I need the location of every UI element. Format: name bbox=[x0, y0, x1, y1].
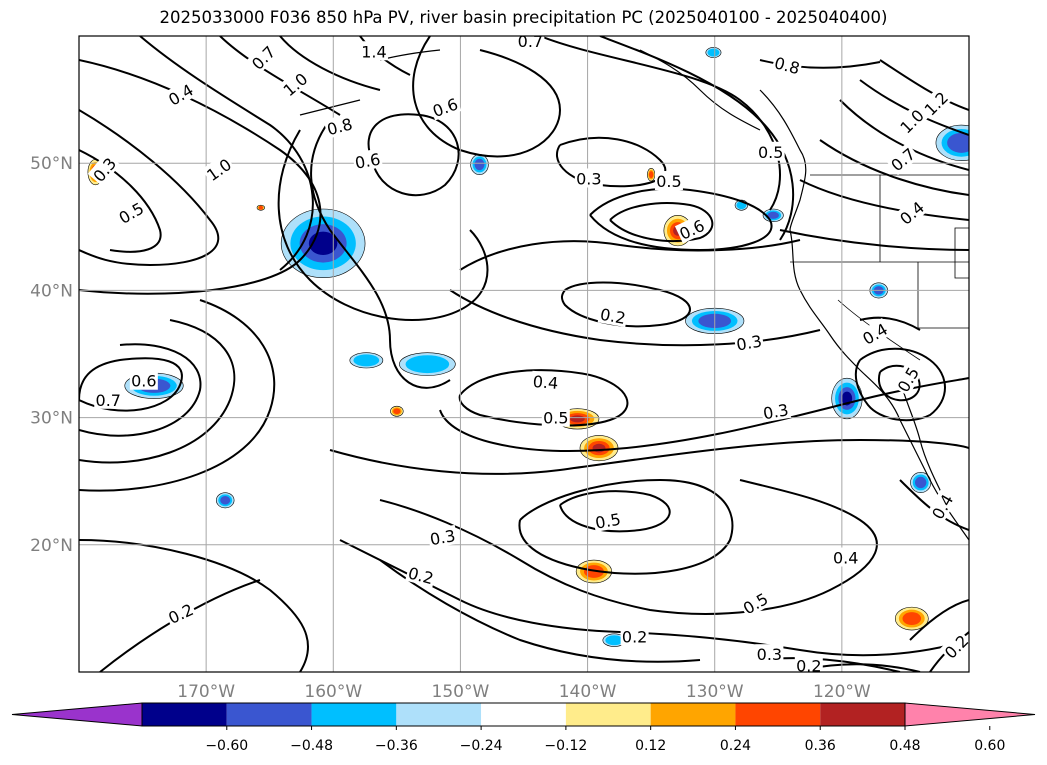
contour-label: 1.4 bbox=[359, 41, 388, 61]
svg-text:0.3: 0.3 bbox=[735, 331, 763, 354]
lon-tick-label: 160°W bbox=[304, 682, 362, 702]
lon-tick-label: 170°W bbox=[177, 682, 235, 702]
svg-text:1.4: 1.4 bbox=[361, 42, 386, 61]
colorbar-swatch bbox=[735, 703, 821, 726]
svg-text:0.5: 0.5 bbox=[656, 172, 681, 191]
colorbar-swatch bbox=[565, 703, 651, 726]
colorbar-tick-label: −0.36 bbox=[375, 738, 418, 754]
colorbar-swatch bbox=[650, 703, 736, 726]
colorbar-tick-label: −0.60 bbox=[205, 738, 248, 754]
contour-label: 0.6 bbox=[129, 370, 158, 391]
contour-label: 0.4 bbox=[530, 370, 561, 393]
precip-anomaly-blob bbox=[647, 167, 656, 182]
page-title: 2025033000 F036 850 hPa PV, river basin … bbox=[159, 8, 888, 27]
precip-anomaly-blob bbox=[349, 352, 384, 369]
precip-anomaly-blob bbox=[399, 352, 456, 376]
contour-label: 0.5 bbox=[592, 508, 624, 533]
svg-text:0.7: 0.7 bbox=[96, 391, 121, 410]
svg-text:0.2: 0.2 bbox=[599, 305, 627, 328]
contour-labels: 0.71.40.71.00.80.4 0.60.81.21.00.6 0.5 0.70… bbox=[87, 32, 969, 676]
svg-text:0.2: 0.2 bbox=[622, 627, 647, 646]
map-frame bbox=[78, 35, 970, 673]
colorbar-tick-label: 0.24 bbox=[720, 738, 751, 754]
svg-text:0.5: 0.5 bbox=[758, 143, 783, 162]
colorbar-extend-low bbox=[11, 702, 143, 727]
colorbar-frame bbox=[141, 702, 906, 727]
svg-text:0.5: 0.5 bbox=[543, 409, 568, 428]
contour-label: 0.3 bbox=[760, 398, 792, 423]
colorbar-swatch bbox=[481, 703, 566, 726]
contour-label: 0.2 bbox=[597, 303, 629, 328]
axis-tick-labels: 50°N 40°N 30°N 20°N 170°W 160°W 150°W 140°W 130°… bbox=[30, 154, 871, 702]
colorbar-swatch bbox=[226, 703, 312, 726]
colorbar-swatch bbox=[142, 703, 227, 726]
precip-anomaly-blob bbox=[831, 377, 863, 420]
precip-anomaly-blob bbox=[579, 435, 619, 462]
precip-anomaly-blob bbox=[280, 208, 366, 278]
state-borders bbox=[790, 174, 969, 361]
precip-anomaly-blob bbox=[470, 153, 489, 175]
contour-label: 0.5 bbox=[654, 171, 683, 191]
pv-contours bbox=[79, 36, 969, 672]
svg-text:0.6: 0.6 bbox=[131, 372, 156, 391]
contour-label: 0.3 bbox=[733, 330, 765, 355]
svg-text:0.4: 0.4 bbox=[833, 549, 858, 568]
contour-label: 0.3 bbox=[574, 168, 603, 188]
precip-anomaly-blob bbox=[216, 492, 235, 509]
map-panel bbox=[79, 36, 969, 672]
colorbar-tick-label: 0.60 bbox=[974, 738, 1005, 754]
lat-tick-label: 50°N bbox=[30, 154, 73, 174]
colorbar-extend-high bbox=[904, 702, 1036, 727]
colorbar-tick-label: 0.36 bbox=[805, 738, 836, 754]
lon-tick-label: 150°W bbox=[432, 682, 490, 702]
lon-tick-label: 130°W bbox=[686, 682, 744, 702]
colorbar-swatch bbox=[820, 703, 905, 726]
lat-tick-label: 20°N bbox=[30, 536, 73, 556]
contour-label: 0.4 bbox=[831, 547, 860, 568]
svg-text:0.3: 0.3 bbox=[757, 645, 782, 664]
colorbar-swatch bbox=[311, 703, 397, 726]
colorbar-tick-label: −0.12 bbox=[544, 738, 587, 754]
svg-text:0.3: 0.3 bbox=[576, 169, 601, 188]
colorbar-tick-label: 0.12 bbox=[635, 738, 666, 754]
contour-label: 0.6 bbox=[352, 148, 383, 173]
svg-text:0.5: 0.5 bbox=[594, 510, 622, 533]
contour-label: 0.2 bbox=[620, 626, 649, 646]
svg-text:0.3: 0.3 bbox=[762, 400, 790, 423]
precip-anomaly-blob bbox=[256, 204, 265, 211]
precip-anomaly-blob bbox=[894, 606, 929, 631]
contour-label: 0.5 bbox=[541, 407, 570, 428]
colorbar-tick-label: 0.48 bbox=[889, 738, 920, 754]
colorbar-swatch bbox=[396, 703, 482, 726]
precip-anomaly-blob bbox=[705, 47, 722, 58]
colorbar: −0.60 −0.48 −0.36 −0.24 −0.12 0.12 0.24 0.36 0.4… bbox=[11, 702, 1036, 754]
contour-label: 0.5 bbox=[756, 141, 785, 162]
lat-tick-label: 40°N bbox=[30, 281, 73, 301]
svg-text:0.4: 0.4 bbox=[532, 372, 559, 393]
contour-label: 0.7 bbox=[94, 389, 123, 410]
colorbar-tick-label: −0.24 bbox=[460, 738, 503, 754]
svg-text:0.3: 0.3 bbox=[429, 526, 457, 549]
contour-label: 0.3 bbox=[427, 524, 458, 549]
contour-label: 0.2 bbox=[794, 655, 823, 676]
colorbar-tick-label: −0.48 bbox=[290, 738, 333, 754]
precip-anomaly-blob bbox=[390, 405, 404, 417]
lat-tick-label: 30°N bbox=[30, 409, 73, 429]
precip-anomaly-blob bbox=[910, 471, 932, 493]
svg-text:0.2: 0.2 bbox=[796, 657, 821, 676]
precip-anomaly-blob bbox=[602, 633, 627, 647]
lon-tick-label: 140°W bbox=[559, 682, 617, 702]
contour-label: 0.3 bbox=[755, 644, 784, 664]
precip-anomaly-blob bbox=[935, 124, 969, 161]
lon-tick-label: 120°W bbox=[813, 682, 871, 702]
svg-text:0.7: 0.7 bbox=[518, 32, 543, 51]
contour-label: 0.7 bbox=[516, 32, 545, 51]
svg-text:0.6: 0.6 bbox=[354, 150, 382, 173]
